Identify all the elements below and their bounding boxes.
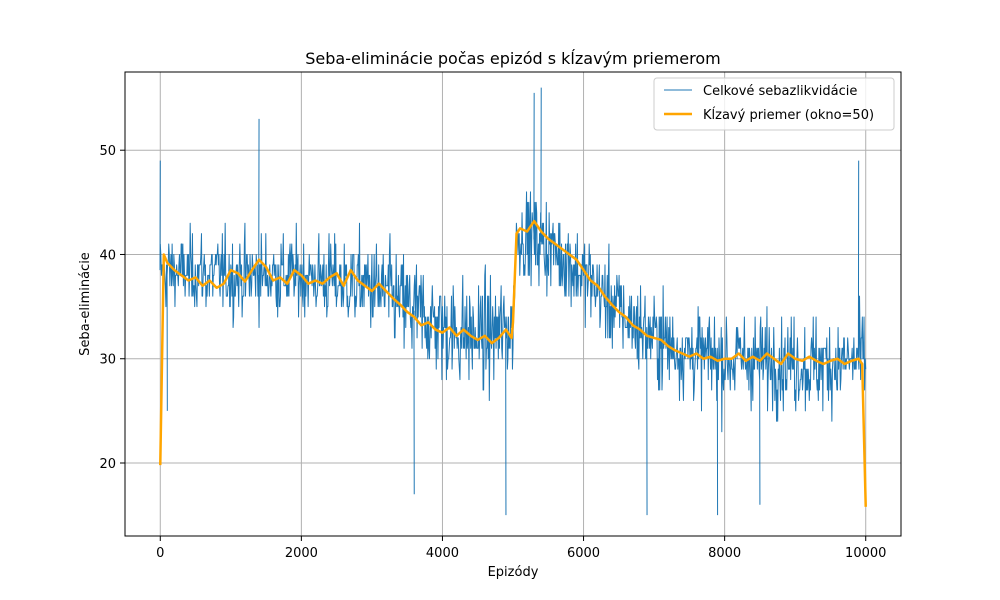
chart-title: Seba-eliminácie počas epizód s kĺzavým p… <box>305 49 720 68</box>
x-axis-label: Epizódy <box>488 565 539 580</box>
x-tick-label: 2000 <box>285 546 318 561</box>
series-raw <box>159 87 867 516</box>
y-tick-label: 20 <box>99 457 116 472</box>
x-axis: 0 2000 4000 6000 8000 10000 <box>156 536 886 561</box>
y-tick-label: 50 <box>99 144 116 159</box>
y-axis: 20 30 40 50 <box>99 144 125 472</box>
x-tick-label: 6000 <box>567 546 600 561</box>
x-tick-label: 4000 <box>426 546 459 561</box>
legend-label-raw: Celkové sebazlikvidácie <box>703 84 857 99</box>
legend-label-moving-average: Kĺzavý priemer (okno=50) <box>703 107 874 123</box>
y-axis-label: Seba-eliminácie <box>78 252 93 356</box>
y-tick-label: 30 <box>99 353 116 368</box>
raw-series-line <box>159 87 867 516</box>
x-tick-label: 10000 <box>845 546 886 561</box>
grid <box>125 72 901 536</box>
moving-average-line <box>159 219 867 507</box>
y-tick-label: 40 <box>99 248 116 263</box>
plot-area <box>159 87 867 516</box>
series-moving-average <box>159 219 867 507</box>
plot-frame <box>124 71 902 537</box>
x-tick-label: 0 <box>156 546 164 561</box>
legend-box <box>653 77 895 131</box>
legend: Celkové sebazlikvidácie Kĺzavý priemer (… <box>653 77 895 131</box>
x-tick-label: 8000 <box>708 546 741 561</box>
